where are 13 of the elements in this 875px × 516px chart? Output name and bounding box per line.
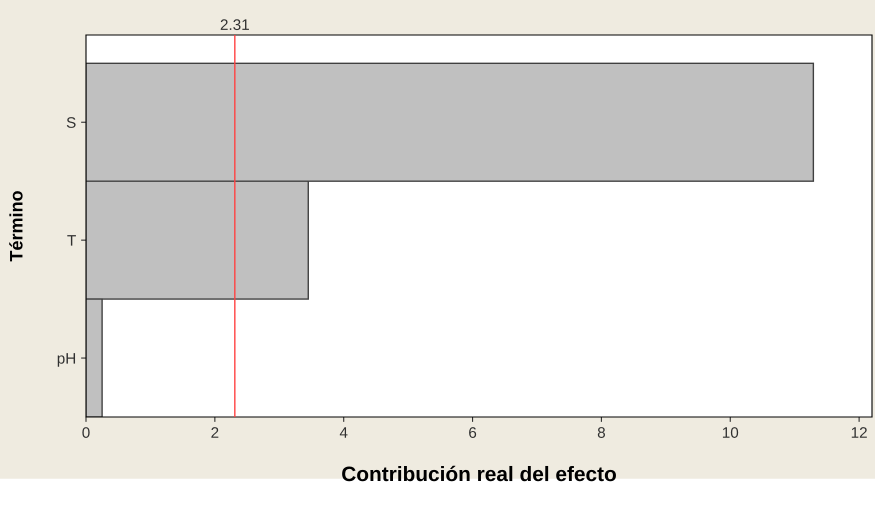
x-tick-label: 4 (340, 427, 348, 438)
y-tick-label: S (66, 117, 76, 128)
x-tick-label: 2 (211, 427, 218, 438)
y-axis-title: Término (9, 191, 23, 262)
x-axis-title: Contribución real del efecto (342, 466, 616, 482)
x-tick-label: 0 (82, 427, 90, 438)
x-tick-label: 8 (598, 427, 605, 438)
x-tick-label: 12 (852, 427, 867, 438)
ref-line-label: 2.31 (220, 19, 249, 30)
x-tick-label: 6 (469, 427, 476, 438)
x-tick-label: 10 (722, 427, 738, 438)
y-tick-label: pH (58, 353, 76, 367)
y-tick-label: T (67, 235, 76, 246)
